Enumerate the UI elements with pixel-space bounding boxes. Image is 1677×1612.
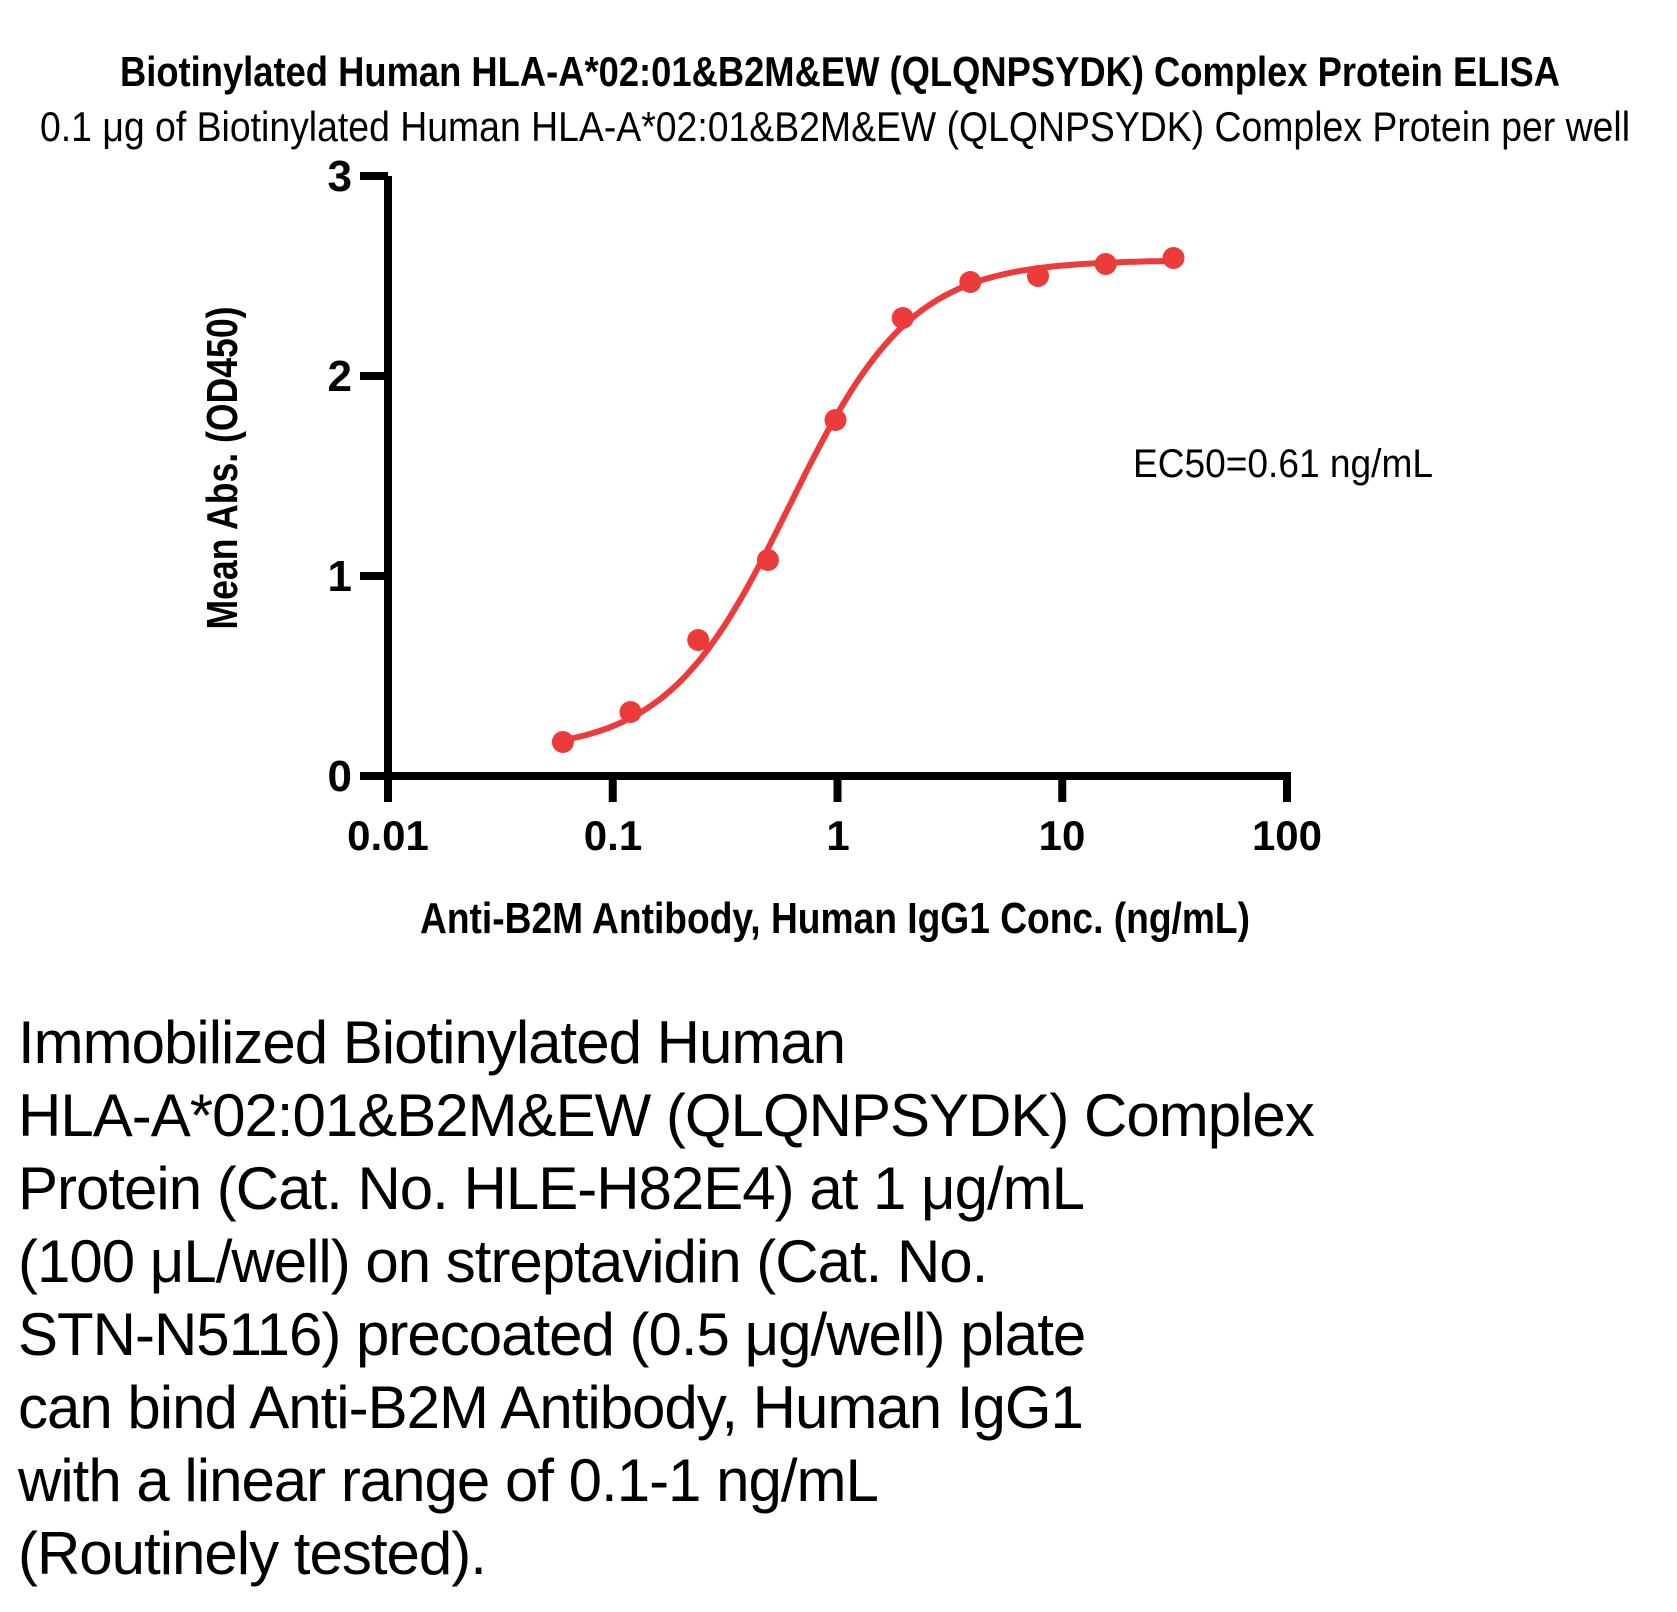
ec50-annotation: EC50=0.61 ng/mL [1133,442,1433,486]
y-tick-label-1: 1 [328,552,352,601]
description-line: with a linear range of 0.1-1 ng/mL [18,1447,879,1514]
data-point [1162,247,1185,269]
chart-plot-area [360,172,1291,802]
data-point [687,629,710,651]
y-tick-label-2: 2 [328,352,352,401]
data-point [891,307,914,329]
x-axis-title: Anti-B2M Antibody, Human IgG1 Conc. (ng/… [420,894,1250,943]
y-tick-label-0: 0 [328,752,352,801]
data-point [619,701,642,723]
y-axis-title: Mean Abs. (OD450) [198,307,247,630]
description-text: Immobilized Biotinylated Human HLA-A*02:… [18,1006,1315,1590]
chart-subtitle: 0.1 μg of Biotinylated Human HLA-A*02:01… [40,103,1630,150]
elisa-dose-response-chart: Biotinylated Human HLA-A*02:01&B2M&EW (Q… [40,48,1630,943]
x-tick-label-4: 100 [1252,812,1322,859]
description-line: Protein (Cat. No. HLE-H82E4) at 1 μg/mL [18,1155,1085,1222]
y-tick-label-3: 3 [328,152,352,201]
chart-title: Biotinylated Human HLA-A*02:01&B2M&EW (Q… [120,48,1560,95]
description-line: can bind Anti-B2M Antibody, Human IgG1 [18,1374,1084,1441]
x-tick-label-2: 1 [826,812,849,859]
description-line: (Routinely tested). [18,1520,487,1587]
x-tick-label-0: 0.01 [347,812,429,859]
dose-response-curve [559,257,1177,744]
x-tick-label-1: 0.1 [584,812,642,859]
data-point [1094,253,1117,275]
data-point [551,731,574,753]
data-point [959,271,982,293]
description-line: Immobilized Biotinylated Human [18,1009,846,1076]
data-point [756,549,779,571]
description-line: (100 μL/well) on streptavidin (Cat. No. [18,1228,988,1295]
data-point [1027,265,1049,287]
description-line: HLA-A*02:01&B2M&EW (QLQNPSYDK) Complex [18,1082,1315,1149]
data-point [824,409,847,431]
description-line: STN-N5116) precoated (0.5 μg/well) plate [18,1301,1086,1368]
x-tick-label-3: 10 [1039,812,1086,859]
